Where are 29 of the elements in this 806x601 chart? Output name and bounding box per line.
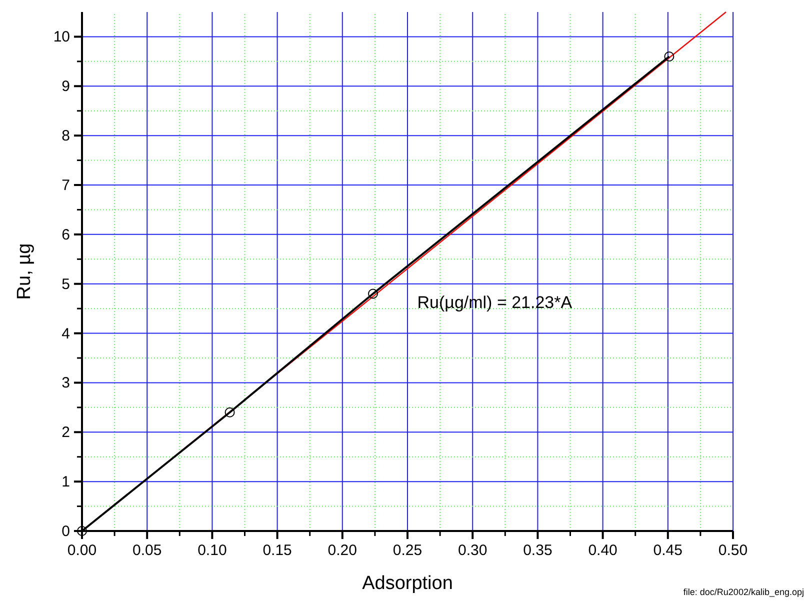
y-tick-label: 2 <box>62 424 70 442</box>
y-tick-label: 6 <box>62 226 70 244</box>
point <box>224 407 235 418</box>
x-tick-label: 0.35 <box>523 542 552 559</box>
y-axis-title: Ru, µg <box>14 243 35 300</box>
x-tick-label: 0.05 <box>132 542 162 559</box>
x-tick-label: 0.00 <box>67 542 97 559</box>
x-tick-label: 0.45 <box>653 542 682 559</box>
y-tick-label: 10 <box>53 28 70 46</box>
x-axis-title: Adsorption <box>362 573 453 594</box>
y-tick-label: 8 <box>62 128 70 145</box>
x-tick-label: 0.40 <box>588 542 618 559</box>
y-tick-label: 3 <box>62 374 70 392</box>
y-tick-label: 0 <box>62 523 70 540</box>
y-tick-label: 1 <box>62 474 70 491</box>
y-tick-label: 4 <box>62 325 70 342</box>
x-tick-label: 0.20 <box>328 542 357 559</box>
x-tick-label: 0.25 <box>392 542 422 559</box>
point <box>664 51 674 62</box>
point <box>368 288 378 299</box>
x-tick-label: 0.50 <box>718 542 748 559</box>
y-tick-label: 7 <box>62 177 70 194</box>
y-tick-label: 5 <box>62 276 70 293</box>
text: file: doc/Ru2002/kalib_eng.opj <box>683 587 804 597</box>
y-tick-label: 9 <box>62 78 70 96</box>
point <box>77 526 87 536</box>
x-tick-label: 0.10 <box>198 542 227 559</box>
x-tick-label: 0.30 <box>458 542 488 559</box>
x-tick-label: 0.15 <box>262 542 292 559</box>
